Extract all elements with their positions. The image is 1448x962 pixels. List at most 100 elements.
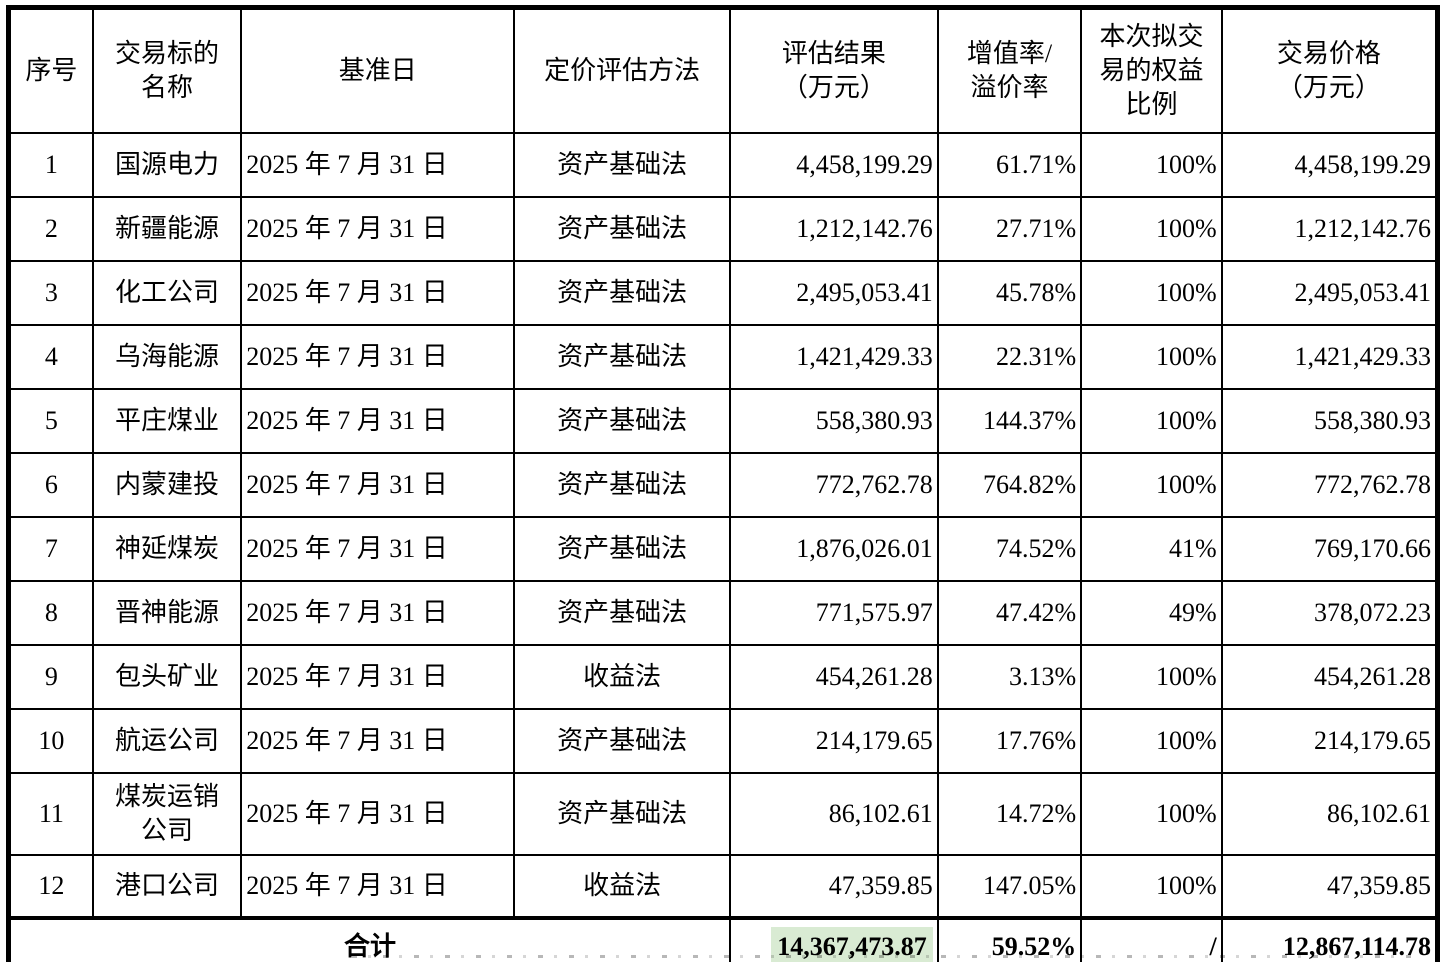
total-price: 12,867,114.78	[1220, 916, 1439, 962]
row-3-price: 2,495,053.41	[1220, 260, 1439, 326]
table-row-11: 11 煤炭运销 公司 2025 年 7 月 31 日 资产基础法 86,102.…	[7, 772, 1439, 856]
row-4-index: 4	[7, 324, 94, 390]
table-row-6: 6 内蒙建投 2025 年 7 月 31 日 资产基础法 772,762.78 …	[7, 452, 1439, 518]
row-8-date: 2025 年 7 月 31 日	[240, 580, 516, 646]
row-4-rate: 22.31%	[936, 324, 1083, 390]
row-7-rate: 74.52%	[936, 516, 1083, 582]
row-12-price: 47,359.85	[1220, 854, 1439, 919]
row-10-ratio: 100%	[1080, 708, 1223, 774]
table-row-1: 1 国源电力 2025 年 7 月 31 日 资产基础法 4,458,199.2…	[7, 132, 1439, 198]
row-2-price: 1,212,142.76	[1220, 196, 1439, 262]
row-12-result: 47,359.85	[729, 854, 939, 919]
row-4-date: 2025 年 7 月 31 日	[240, 324, 516, 390]
row-8-name: 晋神能源	[91, 580, 243, 646]
row-5-rate: 144.37%	[936, 388, 1083, 454]
row-5-date: 2025 年 7 月 31 日	[240, 388, 516, 454]
row-2-result: 1,212,142.76	[729, 196, 939, 262]
total-result-highlight: 14,367,473.87	[771, 926, 933, 962]
row-5-ratio: 100%	[1080, 388, 1223, 454]
col-header-method: 定价评估方法	[513, 6, 731, 134]
row-7-method: 资产基础法	[513, 516, 731, 582]
row-9-result: 454,261.28	[729, 644, 939, 710]
row-1-date: 2025 年 7 月 31 日	[240, 132, 516, 198]
row-1-name: 国源电力	[91, 132, 243, 198]
row-10-index: 10	[7, 708, 94, 774]
table-row-10: 10 航运公司 2025 年 7 月 31 日 资产基础法 214,179.65…	[7, 708, 1439, 774]
row-12-method: 收益法	[513, 854, 731, 919]
row-9-price: 454,261.28	[1220, 644, 1439, 710]
row-2-index: 2	[7, 196, 94, 262]
row-3-name: 化工公司	[91, 260, 243, 326]
row-8-result: 771,575.97	[729, 580, 939, 646]
row-6-result: 772,762.78	[729, 452, 939, 518]
row-2-rate: 27.71%	[936, 196, 1083, 262]
row-3-result: 2,495,053.41	[729, 260, 939, 326]
total-row: 合计 14,367,473.87 59.52% / 12,867,114.78	[7, 916, 1439, 962]
table-row-9: 9 包头矿业 2025 年 7 月 31 日 收益法 454,261.28 3.…	[7, 644, 1439, 710]
table-row-2: 2 新疆能源 2025 年 7 月 31 日 资产基础法 1,212,142.7…	[7, 196, 1439, 262]
row-6-ratio: 100%	[1080, 452, 1223, 518]
row-1-price: 4,458,199.29	[1220, 132, 1439, 198]
row-1-result: 4,458,199.29	[729, 132, 939, 198]
cut-off-text-remnant	[352, 955, 1414, 958]
row-12-date: 2025 年 7 月 31 日	[240, 854, 516, 919]
row-12-ratio: 100%	[1080, 854, 1223, 919]
row-8-price: 378,072.23	[1220, 580, 1439, 646]
row-9-ratio: 100%	[1080, 644, 1223, 710]
row-10-price: 214,179.65	[1220, 708, 1439, 774]
row-5-price: 558,380.93	[1220, 388, 1439, 454]
total-rate: 59.52%	[936, 916, 1083, 962]
row-11-date: 2025 年 7 月 31 日	[240, 772, 516, 856]
row-1-rate: 61.71%	[936, 132, 1083, 198]
row-10-rate: 17.76%	[936, 708, 1083, 774]
row-8-ratio: 49%	[1080, 580, 1223, 646]
row-5-name: 平庄煤业	[91, 388, 243, 454]
row-2-name: 新疆能源	[91, 196, 243, 262]
row-6-name: 内蒙建投	[91, 452, 243, 518]
row-5-method: 资产基础法	[513, 388, 731, 454]
col-header-name: 交易标的 名称	[91, 6, 243, 134]
col-header-price: 交易价格 （万元）	[1220, 6, 1439, 134]
row-7-name: 神延煤炭	[91, 516, 243, 582]
row-4-ratio: 100%	[1080, 324, 1223, 390]
row-11-index: 11	[7, 772, 94, 856]
row-12-index: 12	[7, 854, 94, 919]
row-7-index: 7	[7, 516, 94, 582]
row-7-ratio: 41%	[1080, 516, 1223, 582]
row-10-date: 2025 年 7 月 31 日	[240, 708, 516, 774]
row-11-ratio: 100%	[1080, 772, 1223, 856]
row-2-method: 资产基础法	[513, 196, 731, 262]
header-row: 序号 交易标的 名称 基准日 定价评估方法 评估结果 （万元） 增值率/ 溢价率…	[7, 6, 1439, 134]
row-3-rate: 45.78%	[936, 260, 1083, 326]
row-4-result: 1,421,429.33	[729, 324, 939, 390]
row-8-rate: 47.42%	[936, 580, 1083, 646]
valuation-table: 序号 交易标的 名称 基准日 定价评估方法 评估结果 （万元） 增值率/ 溢价率…	[6, 5, 1440, 962]
row-3-method: 资产基础法	[513, 260, 731, 326]
total-label: 合计	[7, 916, 731, 962]
table-row-4: 4 乌海能源 2025 年 7 月 31 日 资产基础法 1,421,429.3…	[7, 324, 1439, 390]
row-9-date: 2025 年 7 月 31 日	[240, 644, 516, 710]
row-6-rate: 764.82%	[936, 452, 1083, 518]
row-7-result: 1,876,026.01	[729, 516, 939, 582]
row-12-name: 港口公司	[91, 854, 243, 919]
col-header-ratio: 本次拟交 易的权益 比例	[1080, 6, 1223, 134]
row-6-method: 资产基础法	[513, 452, 731, 518]
row-12-rate: 147.05%	[936, 854, 1083, 919]
row-9-name: 包头矿业	[91, 644, 243, 710]
col-header-rate: 增值率/ 溢价率	[936, 6, 1083, 134]
row-3-index: 3	[7, 260, 94, 326]
row-6-index: 6	[7, 452, 94, 518]
row-3-ratio: 100%	[1080, 260, 1223, 326]
row-6-price: 772,762.78	[1220, 452, 1439, 518]
col-header-index: 序号	[7, 6, 94, 134]
row-9-index: 9	[7, 644, 94, 710]
table-row-8: 8 晋神能源 2025 年 7 月 31 日 资产基础法 771,575.97 …	[7, 580, 1439, 646]
row-10-result: 214,179.65	[729, 708, 939, 774]
row-11-result: 86,102.61	[729, 772, 939, 856]
row-9-method: 收益法	[513, 644, 731, 710]
row-7-date: 2025 年 7 月 31 日	[240, 516, 516, 582]
table-row-5: 5 平庄煤业 2025 年 7 月 31 日 资产基础法 558,380.93 …	[7, 388, 1439, 454]
row-5-index: 5	[7, 388, 94, 454]
row-1-method: 资产基础法	[513, 132, 731, 198]
